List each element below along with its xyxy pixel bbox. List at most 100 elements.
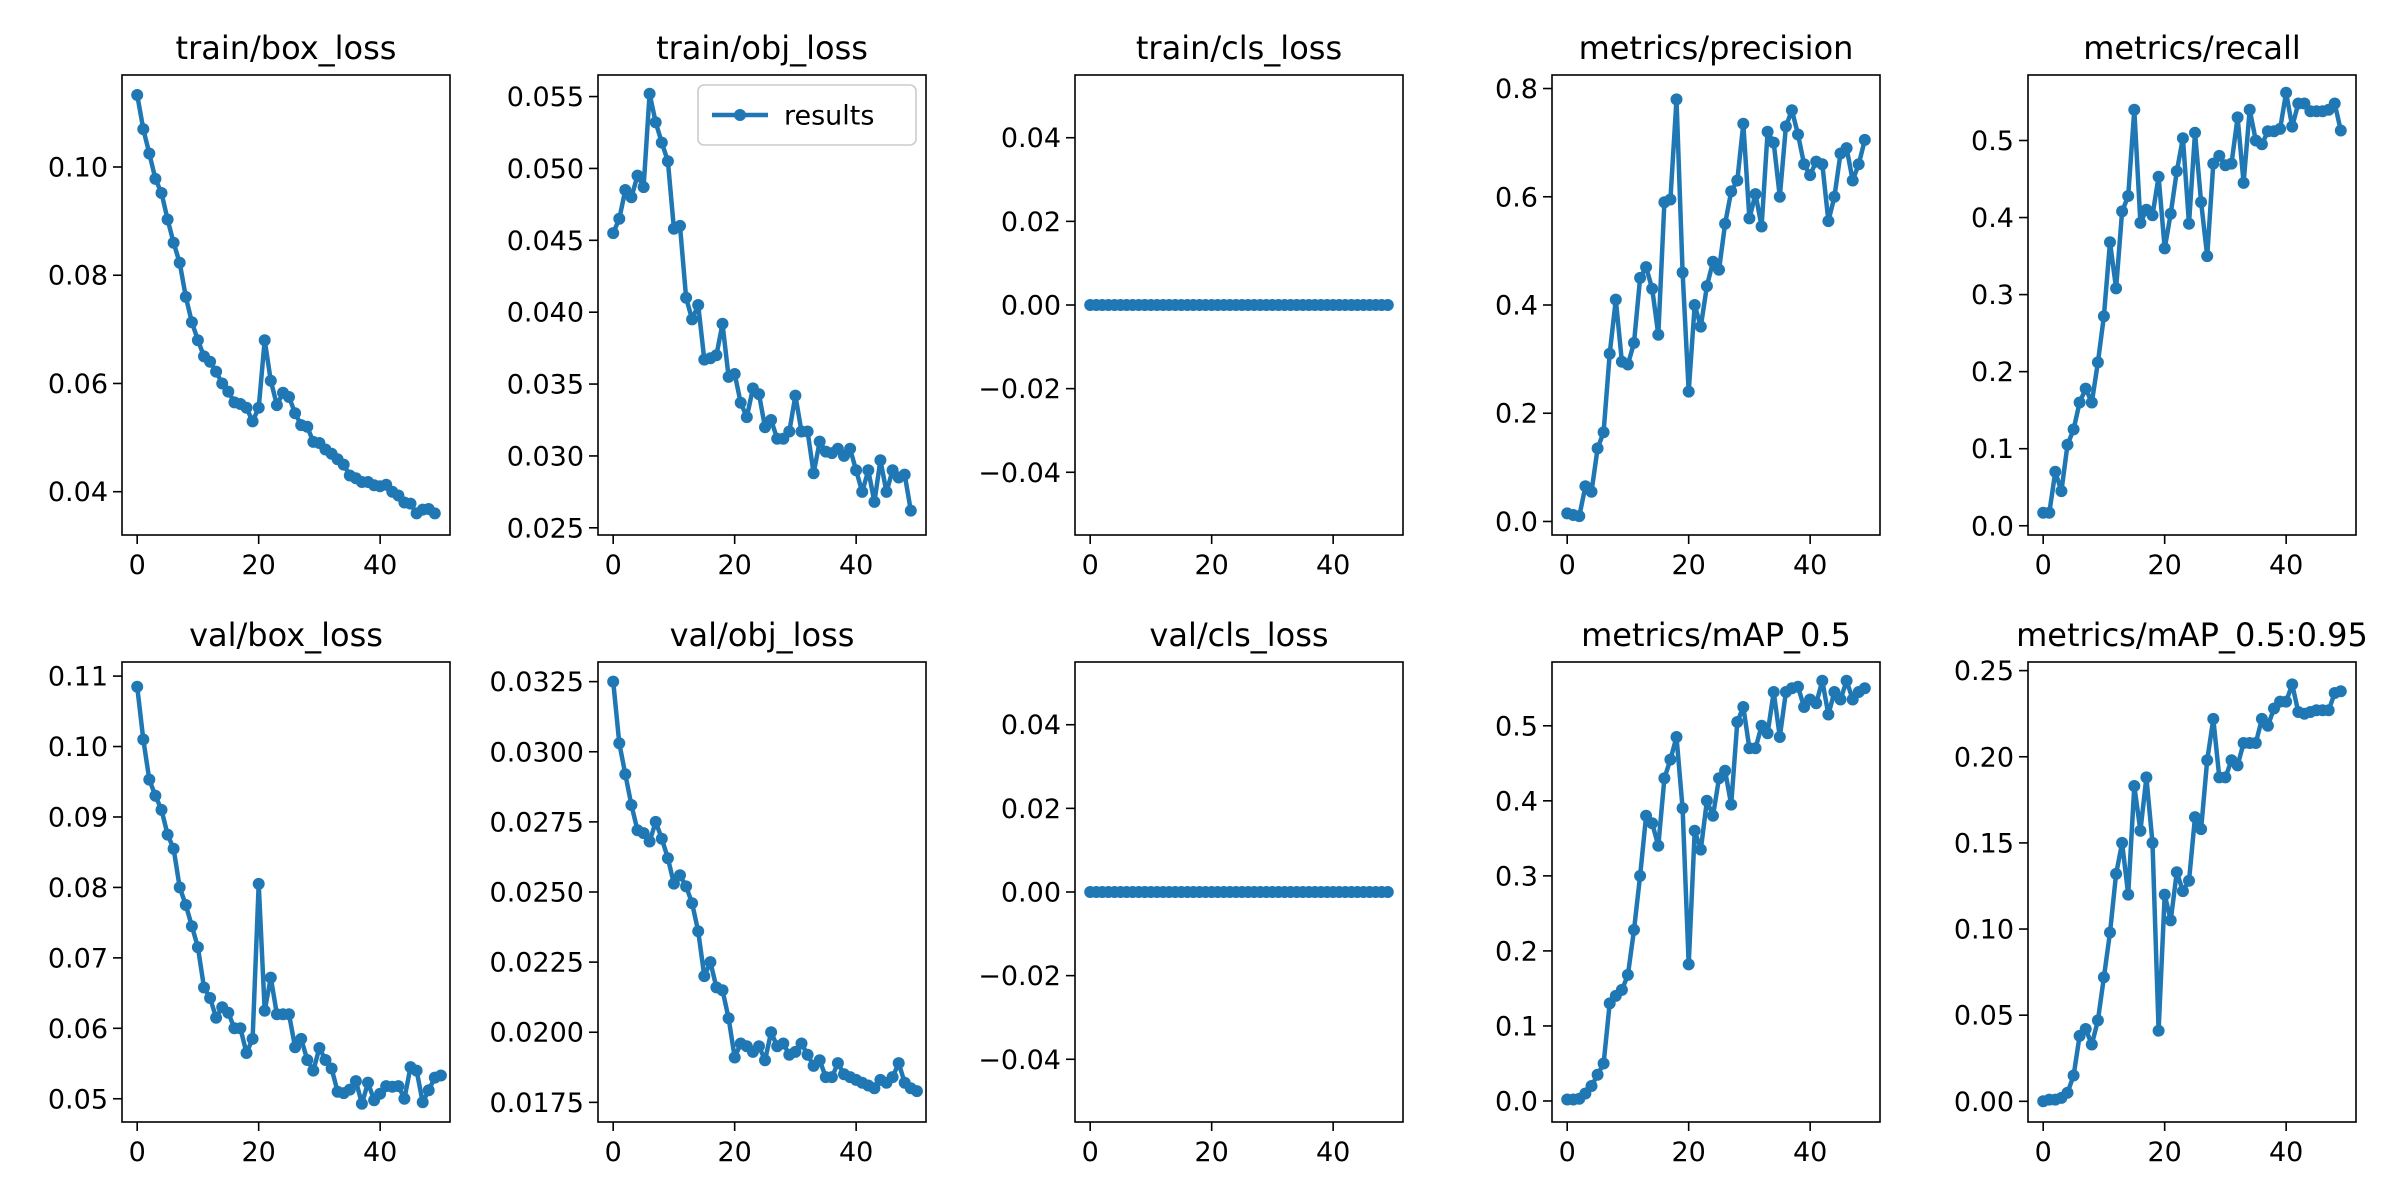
panel-4-data-point <box>2097 310 2110 323</box>
panel-8-data-point <box>1737 701 1750 713</box>
panel-8-data-point <box>1767 686 1780 698</box>
panel-3-data-point <box>1713 263 1725 276</box>
panel-3-data-point <box>1858 133 1871 146</box>
panel-6-data-point <box>637 827 650 840</box>
panel-7-ytick-label: 0.04 <box>1001 710 1061 741</box>
panel-9-data-point <box>2286 678 2299 691</box>
panel-8-data-point <box>1834 693 1847 706</box>
panel-5-axes-frame <box>121 661 451 1123</box>
panel-8-data-point <box>1840 674 1853 687</box>
panel-1-data-point <box>789 389 802 402</box>
panel-9-ytick-label: 0.05 <box>1954 1001 2014 1032</box>
panel-1-data-point <box>637 181 650 194</box>
panel-0-title: train/box_loss <box>176 29 397 67</box>
panel-4-data-point <box>2110 282 2123 295</box>
panel-6-ytick-label: 0.0300 <box>490 737 584 768</box>
panel-8-data-point <box>1646 817 1659 830</box>
panel-6-ytick-label: 0.0250 <box>490 878 584 909</box>
panel-1-data-point <box>850 464 863 477</box>
panel-6-data-point <box>704 956 717 969</box>
panel-5-data-point <box>137 733 150 746</box>
panel-1-data-point <box>661 155 674 168</box>
panel-6-axes-frame <box>597 661 927 1123</box>
panel-0-data-point <box>161 213 174 226</box>
panel-5-ytick-label: 0.06 <box>48 1014 108 1045</box>
panel-4-data-point <box>2328 97 2341 110</box>
panel-4-data-point <box>2225 157 2238 170</box>
panel-4-ytick-label: 0.4 <box>1971 203 2014 234</box>
panel-1-xtick-label: 40 <box>839 550 873 581</box>
panel-5-data-point <box>307 1064 320 1077</box>
panel-6-xtick-label: 20 <box>717 1137 751 1168</box>
panel-4-data-point <box>2164 207 2177 220</box>
panel-6-ytick-label: 0.0225 <box>490 948 584 979</box>
panel-3-data-point <box>1719 217 1732 230</box>
panel-4-data-point <box>2134 216 2147 229</box>
panel-3-data-point <box>1694 320 1707 333</box>
panel-5-data-point <box>161 828 174 841</box>
panel-6-data-point <box>686 897 699 910</box>
panel-3-data-point <box>1731 174 1744 187</box>
panel-5-data-point <box>283 1008 295 1021</box>
panel-7-ytick-label: 0.02 <box>1001 794 1061 825</box>
panel-3-ytick-label: 0.6 <box>1495 182 1538 213</box>
panel-1-data-point <box>728 368 741 380</box>
panel-3-data-point <box>1640 261 1653 274</box>
panel-4-data-point <box>2255 138 2268 151</box>
panel-4-data-point <box>2243 103 2256 116</box>
panel-6-data-point <box>607 675 620 688</box>
panel-5-data-point <box>258 1004 271 1017</box>
panel-4-title: metrics/recall <box>2083 29 2301 67</box>
panel-5-data-point <box>155 803 168 816</box>
panel-5-xtick-label: 40 <box>363 1137 397 1168</box>
panel-8-ytick-label: 0.3 <box>1495 861 1538 892</box>
panel-1-data-point <box>680 291 693 304</box>
panel-8-data-point <box>1615 983 1628 996</box>
panel-3-data-point <box>1628 336 1640 349</box>
panel-8-data-point <box>1731 716 1744 728</box>
panel-6-data-point <box>661 852 674 865</box>
panel-9-ytick-label: 0.10 <box>1954 915 2014 946</box>
panel-4-data-point <box>2043 506 2056 519</box>
panel-0-data-point <box>246 415 259 428</box>
panel-3-data-point <box>1743 212 1756 225</box>
panel-3-data-point <box>1670 93 1683 106</box>
panel-3-title: metrics/precision <box>1579 29 1854 67</box>
panel-1-data-point <box>607 227 620 240</box>
panel-3-data-point <box>1597 426 1610 439</box>
panel-9-ytick-label: 0.25 <box>1954 656 2014 687</box>
panel-1-data-point <box>801 425 814 438</box>
panel-1-data-point <box>753 388 765 401</box>
legend-marker-swatch <box>734 109 746 121</box>
panel-9-ytick-label: 0.00 <box>1954 1087 2014 1118</box>
panel-9-data-point <box>2261 719 2274 732</box>
panel-4-ytick-label: 0.5 <box>1971 126 2014 157</box>
panel-8-data-point <box>1700 794 1713 807</box>
panel-8-data-point <box>1810 697 1823 710</box>
panel-8-ytick-label: 0.2 <box>1495 936 1538 967</box>
panel-8-data-point <box>1822 708 1835 721</box>
panel-9-data-point <box>2091 1014 2104 1027</box>
panel-4-data-point <box>2213 149 2226 162</box>
panel-9-data-point <box>2116 836 2129 849</box>
panel-9-ytick-label: 0.15 <box>1954 828 2014 859</box>
panel-3-data-point <box>1785 104 1798 117</box>
panel-4-data-point <box>2049 465 2062 478</box>
panel-4-data-point <box>2055 485 2068 498</box>
panel-8-data-point <box>1749 742 1762 755</box>
panel-8-data-point <box>1591 1068 1604 1081</box>
panel-6-data-point <box>680 880 693 893</box>
panel-1-data-point <box>898 468 911 481</box>
panel-5-data-point <box>234 1022 247 1035</box>
panel-4-data-point <box>2286 120 2299 133</box>
panel-1-data-point <box>862 464 875 477</box>
panel-1-ytick-label: 0.050 <box>507 154 584 185</box>
panel-4-data-point <box>2067 423 2080 436</box>
panel-9-data-point <box>2280 695 2293 708</box>
panel-3-data-point <box>1634 271 1647 284</box>
legend-box <box>697 84 917 146</box>
panel-3-xtick-label: 40 <box>1793 550 1827 581</box>
panel-8-data-point <box>1621 968 1634 981</box>
panel-5-data-point <box>301 1054 314 1066</box>
panel-9-data-point <box>2079 1023 2092 1035</box>
